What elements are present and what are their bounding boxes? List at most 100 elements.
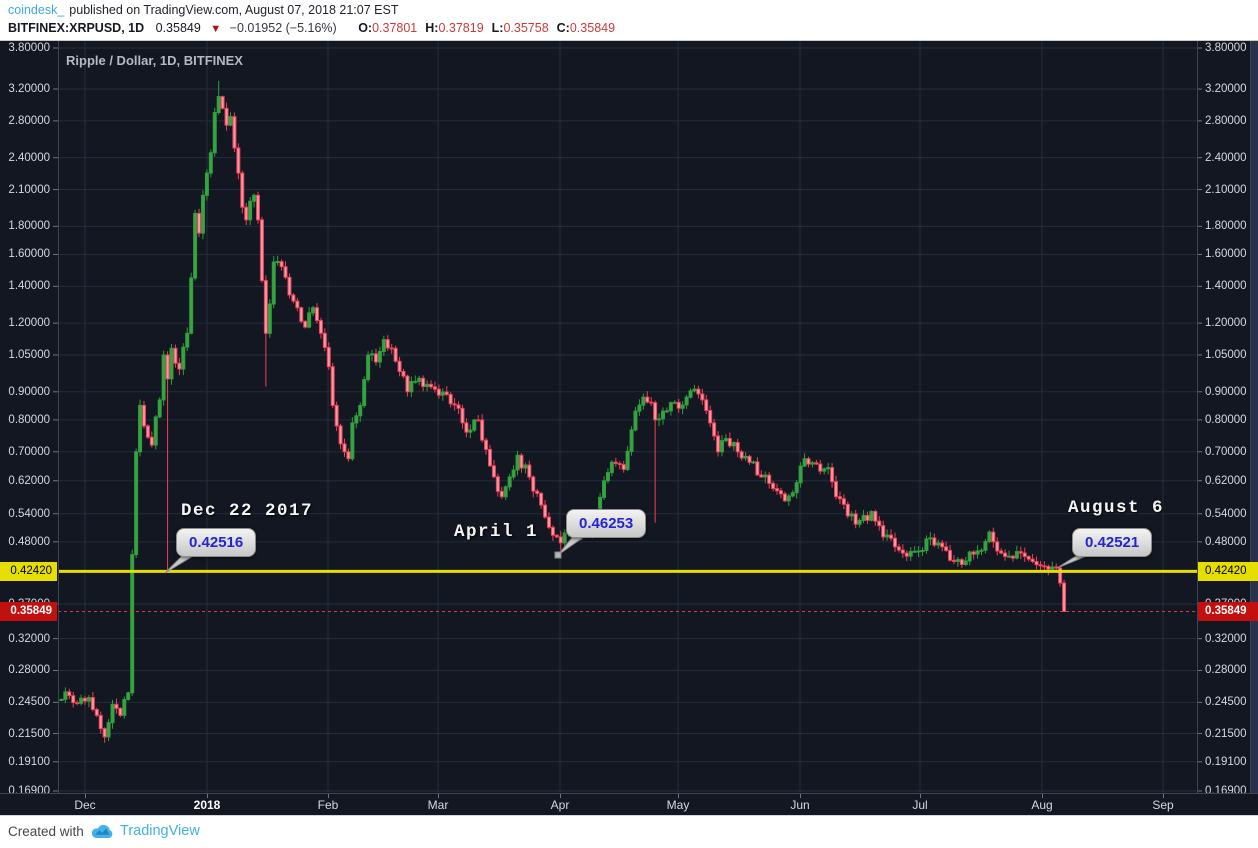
candle — [523, 462, 528, 474]
candle — [460, 404, 465, 429]
candle — [904, 550, 909, 562]
candle — [102, 727, 107, 743]
candle — [841, 494, 846, 510]
candle — [452, 398, 457, 411]
last-price-line-price-label[interactable]: 0.35849 — [0, 602, 57, 621]
dec-22-note-callout[interactable]: 0.42516 — [176, 528, 257, 557]
candle — [676, 398, 681, 413]
candlestick-series — [59, 80, 1067, 743]
candle — [1007, 550, 1012, 558]
candle — [63, 687, 68, 704]
candle — [546, 512, 551, 530]
price-tick-left: 0.21500 — [8, 727, 50, 740]
time-tick-label: Mar — [427, 798, 449, 812]
price-tick-right: 0.80000 — [1205, 413, 1247, 426]
candle — [892, 532, 897, 553]
time-tick-mark — [1042, 794, 1043, 798]
candle — [696, 385, 701, 399]
candle — [995, 537, 1000, 556]
candle — [322, 328, 327, 352]
candle — [1038, 561, 1043, 571]
candle — [688, 388, 693, 399]
publisher-link[interactable]: coindesk_ — [8, 3, 65, 17]
april-1-note-callout[interactable]: 0.46253 — [566, 509, 647, 538]
price-tick-left: 1.05000 — [8, 349, 50, 361]
candle — [617, 461, 622, 470]
ohlc-value: 0.35758 — [503, 21, 549, 35]
price-tick-right: 1.60000 — [1205, 248, 1247, 261]
candle — [798, 462, 803, 488]
candle — [208, 149, 213, 178]
tradingview-link[interactable]: TradingView — [120, 823, 200, 839]
candle — [106, 718, 111, 742]
candle — [362, 376, 367, 409]
candle — [495, 473, 500, 497]
time-tick-label: Sep — [1152, 798, 1174, 812]
price-tick-right: 1.05000 — [1205, 349, 1247, 361]
candle — [216, 80, 221, 115]
candle — [456, 401, 461, 415]
candle — [177, 357, 182, 376]
price-tick-left: 2.80000 — [8, 114, 50, 127]
candle — [370, 349, 375, 362]
price-chart-pane[interactable]: Ripple / Dollar, 1D, BITFINEX 3.80000 3.8… — [0, 40, 1258, 794]
time-tick-label: Dec — [74, 798, 96, 812]
august-6-note-text[interactable]: August 6 — [1068, 498, 1165, 518]
candle — [936, 539, 941, 549]
candle — [1034, 556, 1039, 570]
candle — [499, 486, 504, 500]
candle — [358, 402, 363, 422]
support-line-price-label[interactable]: 0.42420 — [0, 561, 57, 581]
candle — [381, 335, 386, 356]
candle — [484, 437, 489, 455]
support-line-price-label[interactable]: 0.42420 — [1198, 561, 1258, 581]
candle — [519, 453, 524, 473]
candle — [857, 518, 862, 528]
time-tick-mark — [678, 794, 679, 798]
ohlc-label: L: — [491, 21, 504, 35]
candle — [480, 414, 485, 443]
candle — [700, 388, 705, 405]
price-tick-left: 3.20000 — [8, 83, 50, 96]
time-axis[interactable]: Dec 2018 Feb Mar Apr May Jun Jul Aug Sep — [0, 793, 1258, 816]
candle — [527, 460, 532, 480]
candle — [271, 255, 276, 309]
candle — [189, 272, 194, 335]
candle — [472, 418, 477, 432]
left-axis-border — [58, 41, 59, 794]
candle — [240, 170, 245, 214]
candle — [727, 432, 732, 448]
candle — [334, 401, 339, 432]
august-6-note-callout[interactable]: 0.42521 — [1072, 528, 1153, 557]
candle — [212, 107, 217, 157]
candle — [680, 401, 685, 415]
down-triangle-icon: ▼ — [210, 23, 222, 35]
candle — [79, 694, 84, 706]
april-1-note-text[interactable]: April 1 — [454, 522, 539, 542]
candle — [928, 532, 933, 546]
candle — [885, 529, 890, 541]
anchor-marker[interactable] — [554, 551, 562, 559]
candle — [645, 391, 650, 404]
candle — [507, 473, 512, 491]
candle — [1022, 547, 1027, 562]
candle — [916, 545, 921, 558]
candle — [397, 356, 402, 377]
price-tick-left: 0.62000 — [8, 474, 50, 487]
candle — [625, 446, 630, 472]
last-price-line-price-label[interactable]: 0.35849 — [1198, 602, 1258, 621]
candle — [979, 548, 984, 556]
price-tick-right: 0.24500 — [1205, 696, 1247, 709]
candle — [173, 344, 178, 368]
time-tick-label: Feb — [317, 798, 339, 812]
candle — [200, 190, 205, 240]
candle — [126, 691, 131, 701]
candlestick-plot[interactable] — [0, 41, 1258, 794]
price-tick-right: 3.80000 — [1205, 42, 1247, 54]
time-tick-mark — [207, 794, 208, 798]
candle — [220, 95, 225, 110]
price-tick-left: 0.19100 — [8, 755, 50, 768]
time-tick-label: Apr — [550, 798, 570, 812]
dec-22-note-text[interactable]: Dec 22 2017 — [181, 501, 314, 521]
candle — [912, 546, 917, 553]
